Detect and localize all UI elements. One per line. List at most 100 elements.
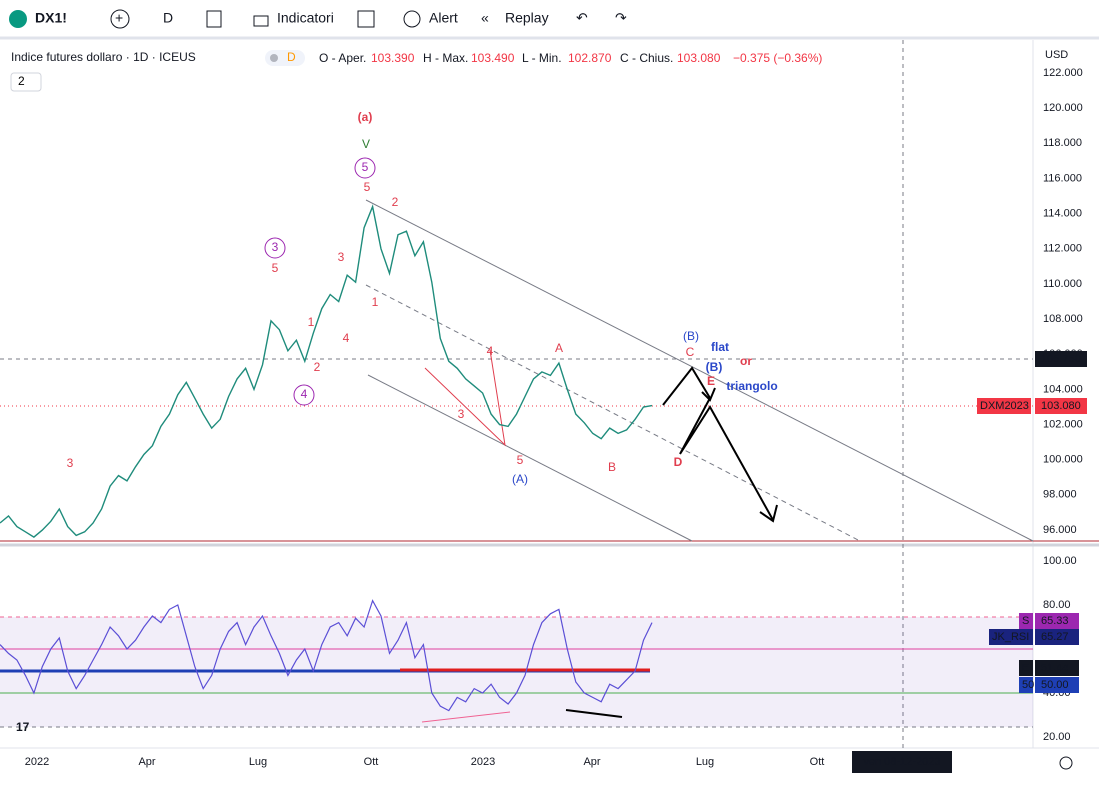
wave-label: (a) — [358, 110, 373, 124]
low-label: L - Min. — [522, 51, 562, 65]
wave-label: C — [686, 345, 695, 359]
contract: DXM2023 — [980, 400, 1029, 412]
high-label: H - Max. — [423, 51, 468, 65]
low: 102.870 — [568, 51, 612, 65]
add-button[interactable] — [110, 9, 130, 29]
badge: D — [287, 50, 296, 64]
open-label: O - Aper. — [319, 51, 366, 65]
wave-label: (B) — [683, 329, 699, 343]
wave-label: or — [740, 354, 752, 368]
cursor-tag — [852, 751, 952, 773]
projection-arrow — [662, 366, 774, 521]
price-line — [0, 204, 653, 538]
price-tick-label: 112.000 — [1043, 243, 1082, 255]
rsi-value-bg — [1035, 677, 1079, 693]
channel-upper — [365, 199, 1034, 542]
rsi-tag: 50 — [1022, 679, 1034, 691]
wave-label: 3 — [272, 240, 279, 254]
alert-icon — [403, 10, 421, 28]
wave-label: 5 — [517, 453, 524, 467]
symbol[interactable]: DX1! — [35, 10, 67, 26]
divergence-line-2 — [421, 711, 511, 723]
replay[interactable]: Replay — [505, 10, 549, 26]
chart-title: Indice futures dollaro · 1D · ICEUS — [11, 50, 196, 64]
rsi-line — [0, 599, 653, 712]
rsi-tag: E — [1022, 662, 1029, 674]
currency[interactable]: USD — [1045, 49, 1068, 61]
wave-label: D — [674, 455, 683, 469]
time-label: Lug — [696, 756, 714, 768]
rsi-tick-label: 80.00 — [1043, 599, 1071, 611]
rsi-tag-bg — [1019, 613, 1033, 629]
legend-toggle[interactable] — [10, 72, 42, 92]
price-tick-label: 120.000 — [1043, 102, 1083, 114]
time-label: 2022 — [25, 756, 49, 768]
wave-label: triangolo — [726, 379, 777, 393]
redo[interactable]: ↷ — [615, 10, 627, 26]
wave-label: A — [555, 341, 563, 355]
wave-label: 3 — [338, 250, 345, 264]
settings[interactable] — [1059, 756, 1073, 770]
price-tick-label: 96.000 — [1043, 524, 1077, 536]
alert[interactable]: Alert — [429, 10, 458, 26]
time-label: 2023 — [471, 756, 495, 768]
wave-label: B — [608, 460, 616, 474]
legend-count[interactable]: 2 — [18, 74, 25, 88]
channel-middle — [365, 284, 861, 542]
triangle-sketch — [424, 349, 506, 447]
rsi-tag-bg — [1019, 660, 1033, 676]
rsi-value: 65.33 — [1041, 615, 1069, 627]
undo[interactable]: ↶ — [576, 10, 588, 26]
layouts[interactable] — [357, 10, 375, 28]
rsi-value: 50.00 — [1041, 679, 1069, 691]
price-tick-label: 102.000 — [1043, 418, 1083, 430]
chart-type[interactable] — [206, 10, 222, 28]
wave-label: 3 — [67, 456, 74, 470]
price-tick-label: 98.000 — [1043, 489, 1077, 501]
wave-label: (B) — [706, 360, 723, 374]
indicators[interactable]: Indicatori — [277, 10, 334, 26]
rsi-tick-label: 100.00 — [1043, 555, 1077, 567]
time-label: Lug — [249, 756, 267, 768]
rsi-value-bg — [1035, 629, 1079, 645]
close-label: C - Chius. — [620, 51, 673, 65]
badge-dot — [270, 54, 278, 62]
wave-circle — [264, 237, 286, 259]
rsi-value: 51.44 — [1041, 662, 1069, 674]
wave-circle — [293, 384, 315, 406]
wave-label: 5 — [364, 180, 371, 194]
wave-label: 3 — [458, 407, 465, 421]
arrow-head — [759, 504, 778, 523]
level-label: 105.750 — [1041, 353, 1081, 365]
interval[interactable]: D — [163, 10, 173, 26]
wave-label: 5 — [272, 261, 279, 275]
last-tag — [1035, 398, 1087, 414]
level-tag — [1035, 351, 1087, 367]
price-tick-label: 122.000 — [1043, 67, 1083, 79]
divergence-line — [565, 709, 623, 718]
contract-tag — [977, 398, 1031, 414]
wave-label: flat — [711, 340, 729, 354]
rsi-value-bg — [1035, 613, 1079, 629]
channel-lower — [367, 374, 693, 542]
last-price: 103.080 — [1041, 400, 1081, 412]
arrow-head-small — [701, 387, 716, 402]
rsi-tag: JK_RSI — [992, 631, 1029, 643]
wave-label: 1 — [308, 315, 315, 329]
tv-logo: 17 — [16, 720, 30, 734]
price-tick-label: 104.000 — [1043, 383, 1083, 395]
time-label: Ott — [364, 756, 379, 768]
price-tick-label: 110.000 — [1043, 278, 1082, 290]
price-tick-label: 100.000 — [1043, 454, 1083, 466]
wave-label: 5 — [362, 160, 369, 174]
rsi-tag: S — [1022, 615, 1029, 627]
change: −0.375 (−0.36%) — [733, 51, 822, 65]
toolbar: DX1! + D Indicatori Alert « Replay ↶ ↷ — [0, 9, 1099, 40]
price-tick-label: 108.000 — [1043, 313, 1083, 325]
replay-icon: « — [481, 10, 489, 26]
symbol-icon[interactable] — [9, 10, 27, 28]
wave-label: (A) — [512, 472, 528, 486]
time-label: Apr — [583, 756, 600, 768]
price-tick-label: 118.000 — [1043, 137, 1082, 149]
